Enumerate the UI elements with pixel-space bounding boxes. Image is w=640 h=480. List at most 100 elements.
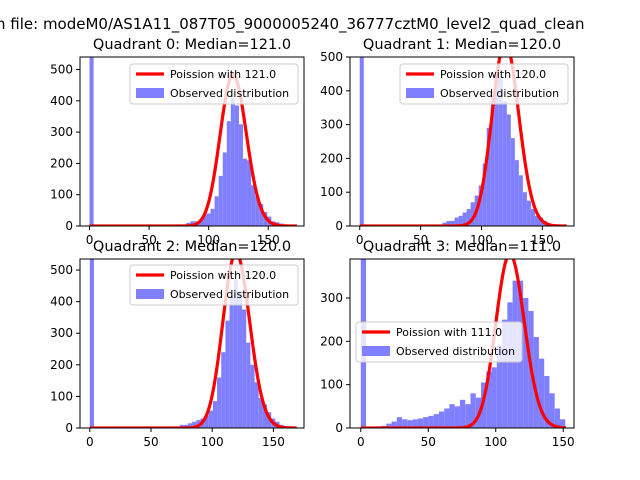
histogram-bar <box>514 160 519 226</box>
figure-title: n file: modeM0/AS1A11_087T05_9000005240_… <box>0 15 585 34</box>
subplot-title: Quadrant 2: Median=120.0 <box>93 239 291 255</box>
y-tick-label: 400 <box>320 84 343 98</box>
y-tick-label: 300 <box>320 291 343 305</box>
histogram-bar <box>229 295 234 428</box>
x-tick-label: 100 <box>484 435 507 449</box>
x-tick-label: 0 <box>357 435 365 449</box>
histogram-bar <box>449 404 455 428</box>
legend-box <box>129 264 299 306</box>
histogram-bar <box>442 222 447 226</box>
histogram-bar <box>225 320 230 428</box>
histogram-bar <box>217 377 222 428</box>
histogram-bar <box>206 213 211 226</box>
histogram-bar <box>554 408 560 428</box>
subplot-quadrant-3: 0 50 100 150 0 100 200 300 Quadrant 3: Median=11… <box>320 239 575 449</box>
subplot-quadrant-0: 0 50 100 150 0 100 200 300 400 500 Quadrant 0: Med… <box>50 37 305 247</box>
y-tick-label: 0 <box>65 219 73 233</box>
histogram-bar <box>208 410 213 428</box>
histogram-bar <box>246 342 251 428</box>
legend-poisson-label: Poission with 120.0 <box>170 269 276 282</box>
legend-box <box>129 63 299 105</box>
y-tick-label: 0 <box>335 219 343 233</box>
x-tick-label: 50 <box>141 233 156 247</box>
subplot-title: Quadrant 0: Median=121.0 <box>93 37 291 53</box>
histogram-bar <box>522 192 527 226</box>
y-tick-label: 200 <box>320 334 343 348</box>
histogram-bar <box>226 121 231 226</box>
x-tick-label: 50 <box>143 435 158 449</box>
x-tick-label: 0 <box>356 233 364 247</box>
histogram-bar <box>496 345 503 428</box>
x-tick-label: 100 <box>197 233 220 247</box>
histogram-bar <box>534 215 539 226</box>
histogram-bar <box>230 97 235 226</box>
histogram-bar <box>433 414 439 428</box>
histogram-bar <box>454 406 460 428</box>
histogram-bar <box>233 279 238 428</box>
histogram-bar <box>391 421 397 428</box>
legend-histogram-swatch <box>136 289 164 299</box>
y-tick-label: 0 <box>65 421 73 435</box>
x-tick-label: 100 <box>201 435 224 449</box>
histogram-bar <box>214 196 219 226</box>
histogram-bar <box>510 138 515 226</box>
histogram-bar <box>238 124 243 226</box>
histogram-bar <box>526 200 531 226</box>
histogram-bar <box>259 204 264 226</box>
histogram-bar <box>458 215 463 226</box>
y-tick-label: 200 <box>50 156 73 170</box>
histogram-bar <box>530 209 535 226</box>
y-tick-label: 100 <box>50 188 73 202</box>
histogram-bar <box>478 185 483 226</box>
legend-observed-label: Observed distribution <box>396 345 515 358</box>
y-tick-label: 500 <box>50 63 73 77</box>
legend-box <box>355 321 523 363</box>
x-tick-label: 0 <box>86 435 94 449</box>
histogram-bar <box>243 158 248 226</box>
plot-area <box>359 57 568 226</box>
histogram-bar <box>234 105 239 226</box>
legend-box <box>399 63 569 105</box>
histogram-bar <box>417 418 424 428</box>
x-tick-label: 150 <box>552 435 575 449</box>
x-tick-label: 150 <box>262 435 285 449</box>
x-tick-label: 0 <box>86 233 94 247</box>
y-tick-label: 500 <box>320 50 343 64</box>
histogram-bar <box>486 127 491 226</box>
subplot-quadrant-2: 0 50 100 150 0 100 200 300 400 500 Quadrant 2: Med… <box>50 239 305 449</box>
legend-histogram-swatch <box>362 346 390 356</box>
y-tick-label: 200 <box>50 358 73 372</box>
legend: Poission with 120.0 Observed distribution <box>399 63 569 105</box>
histogram-bar <box>544 376 550 428</box>
histogram-bar <box>89 259 94 428</box>
histogram-bar <box>523 298 529 428</box>
x-tick-label: 150 <box>257 233 280 247</box>
histogram-bar <box>428 415 434 428</box>
histogram-bar <box>254 382 259 428</box>
legend-observed-label: Observed distribution <box>440 87 559 100</box>
histogram-bar <box>212 401 218 428</box>
x-tick-label: 100 <box>470 233 493 247</box>
axes-frame <box>349 258 575 429</box>
legend: Poission with 120.0 Observed distribution <box>129 264 299 306</box>
legend: Poission with 111.0 Observed distribution <box>355 321 523 363</box>
histogram-bars <box>359 57 551 226</box>
histogram-bar <box>251 185 256 226</box>
legend-observed-label: Observed distribution <box>170 288 289 301</box>
poisson-curve <box>359 57 568 226</box>
histogram-bar <box>89 57 94 226</box>
legend-observed-label: Observed distribution <box>170 87 289 100</box>
x-tick-label: 50 <box>413 233 428 247</box>
poisson-curve <box>89 259 298 428</box>
histogram-bar <box>221 352 226 428</box>
histogram-bar <box>486 371 492 428</box>
histogram-bar <box>454 217 459 226</box>
histogram-bar <box>459 399 466 428</box>
histogram-bar <box>407 420 413 428</box>
histogram-bar <box>262 404 268 428</box>
subplot-title: Quadrant 3: Median=111.0 <box>363 239 561 255</box>
histogram-bar <box>462 212 467 226</box>
y-tick-label: 100 <box>320 185 343 199</box>
axes-frame <box>79 258 305 429</box>
